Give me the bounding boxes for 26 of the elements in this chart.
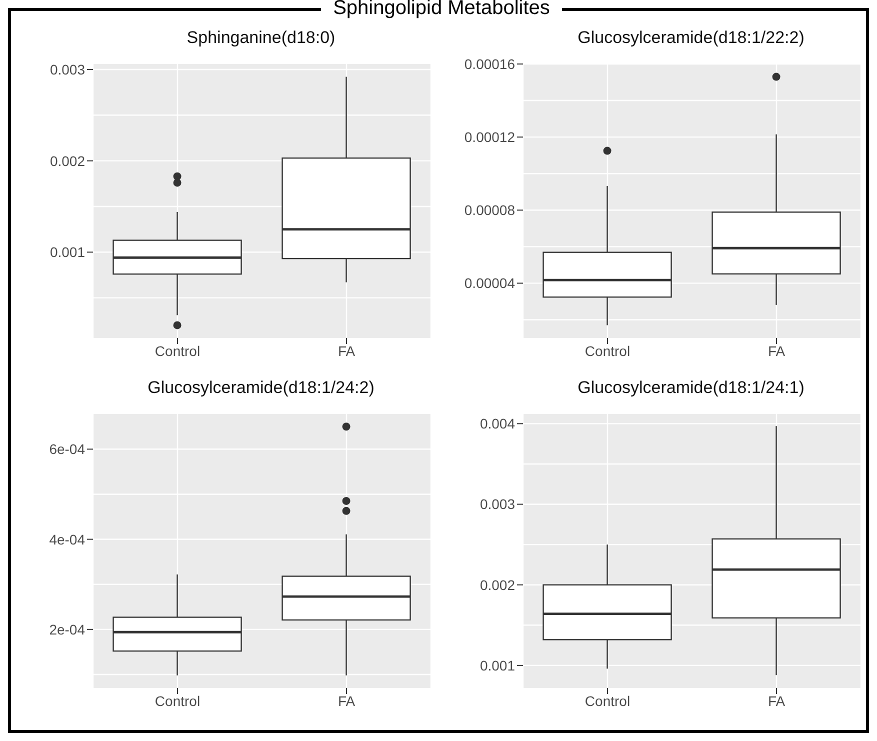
y-tick-label: 0.00012: [464, 129, 516, 146]
y-tick-label: 6e-04: [49, 441, 86, 458]
y-tick-label: 0.00008: [464, 202, 516, 218]
chart-title: Glucosylceramide(d18:1/24:2): [146, 378, 376, 399]
y-tick-label: 4e-04: [49, 531, 86, 548]
y-tick-label: 0.003: [50, 61, 86, 78]
x-tick-label: Control: [584, 342, 630, 359]
y-tick-label: 0.003: [480, 496, 516, 512]
x-tick-label: Control: [154, 342, 200, 359]
chart-title: Glucosylceramide(d18:1/24:1): [576, 378, 806, 399]
y-tick-label: 0.002: [50, 152, 86, 169]
x-tick-label: FA: [768, 342, 786, 359]
y-tick-label: 0.001: [50, 244, 86, 260]
x-tick-label: FA: [338, 342, 356, 359]
x-tick-label: FA: [338, 692, 356, 709]
y-tick-label: 0.004: [480, 416, 516, 432]
x-tick-label: Control: [584, 692, 630, 709]
x-tick-label: Control: [154, 692, 200, 709]
y-tick-label: 2e-04: [49, 621, 86, 638]
chart-title: Sphinganine(d18:0): [186, 28, 336, 49]
y-tick-label: 0.00004: [464, 275, 516, 292]
chart-title: Glucosylceramide(d18:1/22:2): [576, 28, 806, 49]
y-tick-label: 0.002: [480, 576, 516, 593]
y-tick-label: 0.00016: [464, 56, 516, 72]
y-tick-label: 0.001: [480, 657, 516, 674]
x-tick-label: FA: [768, 692, 786, 709]
